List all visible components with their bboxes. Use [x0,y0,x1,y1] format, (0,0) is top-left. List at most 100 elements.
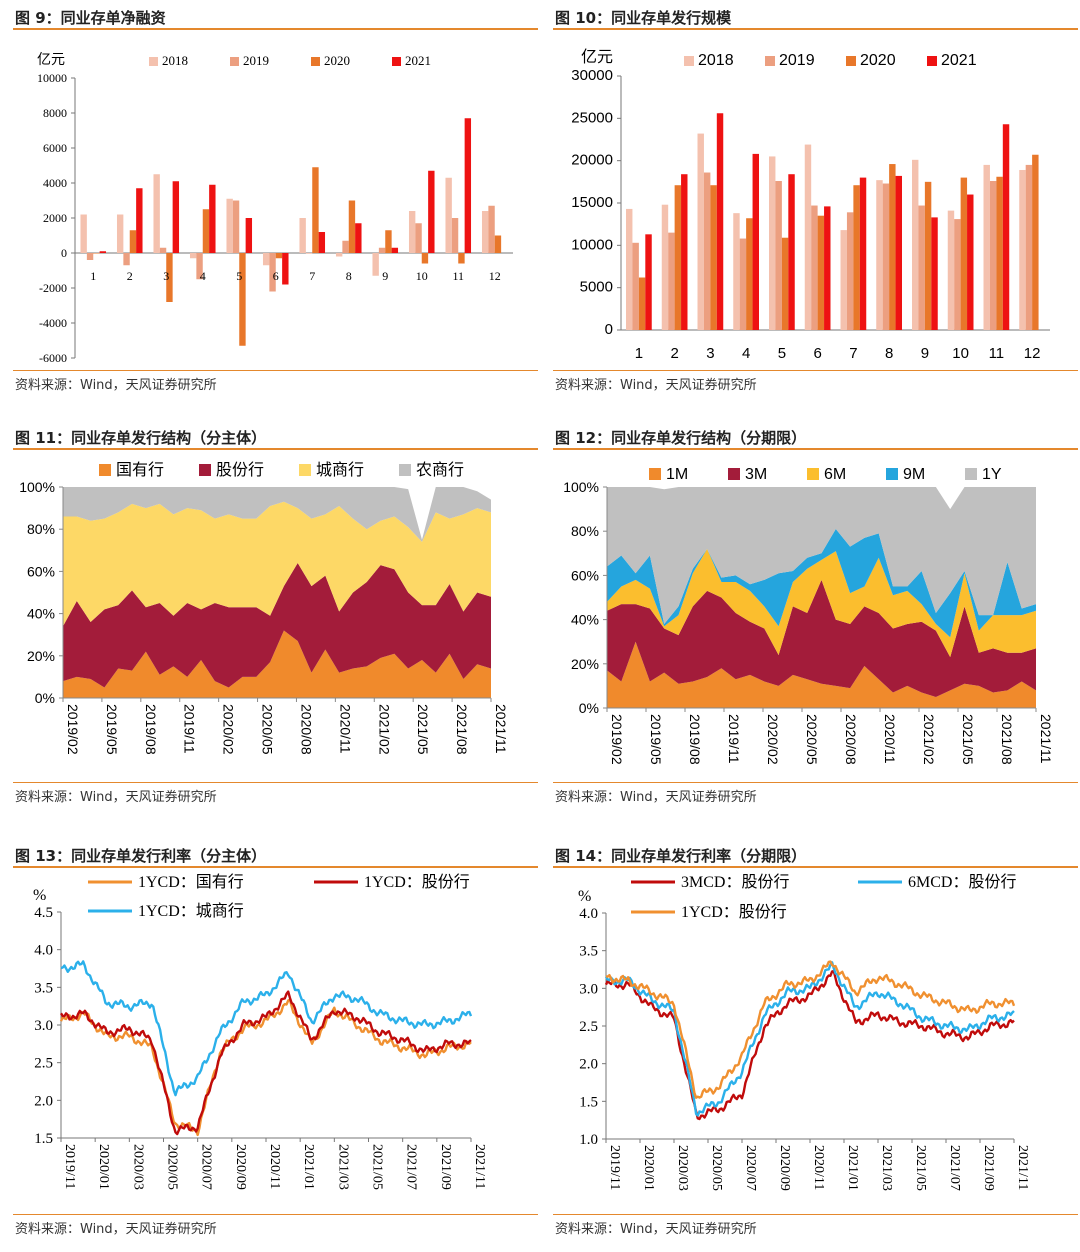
bar-2018-2 [661,204,669,330]
bar-2019-9 [918,205,925,330]
x-tick-label: 2021/05 [415,704,431,755]
x-tick-label: 8 [346,269,352,283]
area-9M [607,528,1036,638]
x-tick-label: 2020/11 [811,1145,826,1190]
bar-2018-11 [445,177,452,253]
source-note: 资料来源：Wind，天风证券研究所 [553,782,1078,805]
bar-2020-6 [275,253,283,259]
x-tick-label: 2021/05 [370,1144,385,1190]
bar-2019-8 [882,183,890,330]
y-tick-label: 3.5 [34,980,53,996]
bar-2018-10 [408,211,416,253]
bar-2020-1 [93,253,100,254]
y-tick-label: 0% [35,690,55,706]
legend-label-2: 1YCD：股份行 [681,903,787,921]
x-tick-label: 2021/09 [438,1144,453,1190]
bar-2019-1 [86,253,94,260]
legend-swatch-2020 [846,56,856,66]
line-1YCD：城商行 [60,960,473,1097]
x-tick-label: 2021/05 [960,714,976,765]
x-tick-label: 2021/11 [493,704,509,754]
bar-2021-6 [282,253,289,285]
x-tick-label: 2021/07 [404,1144,419,1190]
area-3M [607,579,1036,697]
legend-swatch-1Y [965,468,977,480]
x-tick-label: 2020/01 [641,1145,656,1191]
x-tick-label: 2020/11 [882,714,898,764]
bar-2018-10 [947,210,955,330]
x-tick-label: 5 [236,269,242,283]
x-tick-label: 2019/08 [143,704,159,755]
chart-title: 图 10：同业存单发行规模 [553,8,1078,30]
legend-swatch-2021 [927,56,937,66]
y-tick-label: 4.0 [579,906,598,922]
x-tick-label: 2021/09 [981,1145,996,1191]
legend-label-2018: 2018 [162,53,188,68]
bar-2020-8 [348,200,356,253]
source-note: 资料来源：Wind，天风证券研究所 [553,1214,1078,1237]
bar-2018-1 [626,208,633,330]
x-tick-label: 9 [921,345,929,362]
bar-2020-7 [312,167,319,253]
x-tick-label: 2 [127,269,133,283]
x-tick-label: 2020/09 [233,1144,248,1190]
bar-2019-7 [305,253,313,254]
legend-label-国有行: 国有行 [116,461,164,479]
bar-2021-2 [136,188,143,253]
x-tick-label: 2019/11 [607,1145,622,1190]
y-tick-label: 1.5 [579,1094,598,1110]
y-tick-label: 4.5 [34,905,53,921]
bar-2020-1 [638,277,646,330]
legend-label-2021: 2021 [405,53,431,68]
bar-2019-12 [488,205,495,253]
bar-2021-7 [318,232,326,253]
bar-2019-5 [775,180,782,330]
legend-swatch-2019 [230,57,239,66]
bar-2019-7 [846,212,854,330]
y-tick-label: 0 [61,246,67,260]
x-tick-label: 4 [742,345,750,362]
x-tick-label: 1 [635,345,643,362]
x-tick-label: 12 [489,269,501,283]
bar-2018-9 [372,253,379,276]
y-tick-label: 15000 [571,194,613,211]
bar-2019-11 [451,218,459,253]
legend-label-3M: 3M [745,466,767,483]
area-chart-structure-by-issuer: 0% 20% 40% 60% 80% 100% 2019/02 2019/05 2019/08 2… [19,461,509,755]
legend-label-1Y: 1Y [982,466,1002,483]
bar-2021-8 [895,175,902,330]
area-1Y [607,487,1036,625]
bar-2018-5 [769,156,776,330]
x-tick-label: 2021/01 [301,1144,316,1190]
line-1YCD：国有行 [59,998,472,1137]
line-1YCD：股份行 [59,990,472,1136]
legend-swatch-9M [886,468,898,480]
y-tick-label: -4000 [39,316,67,330]
source-note: 资料来源：Wind，天风证券研究所 [13,1214,538,1237]
bar-2020-12 [494,235,502,253]
chart-panel-rate-by-issuer: 图 13：同业存单发行利率（分主体） 1.5 2.0 2.5 3.0 3.5 4.0 4.5… [13,846,538,1246]
chart-title: 图 9：同业存单净融资 [13,8,538,30]
y-tick-label: 1.5 [34,1131,53,1147]
y-tick-label: -2000 [39,281,67,295]
y-axis-unit: % [578,888,591,905]
legend-swatch-农商行 [399,464,411,476]
x-tick-label: 2019/11 [726,714,742,764]
source-note: 资料来源：Wind，天风证券研究所 [13,782,538,805]
x-tick-label: 7 [849,345,857,362]
bar-2020-5 [781,237,789,330]
bar-2021-6 [824,206,831,330]
x-tick-label: 1 [90,269,96,283]
x-tick-label: 2020/03 [675,1145,690,1191]
y-tick-label: 10000 [37,71,67,85]
bar-2019-3 [703,172,711,330]
x-tick-label: 2020/07 [199,1144,214,1190]
bar-2021-9 [391,247,399,253]
chart-title: 图 14：同业存单发行利率（分期限） [553,846,1078,868]
x-tick-label: 2021/01 [845,1145,860,1191]
legend-label-2: 1YCD：城商行 [138,902,244,920]
x-tick-label: 6 [813,345,821,362]
y-tick-label: 4000 [43,176,67,190]
x-tick-label: 10 [416,269,428,283]
y-tick-label: 2000 [43,211,67,225]
